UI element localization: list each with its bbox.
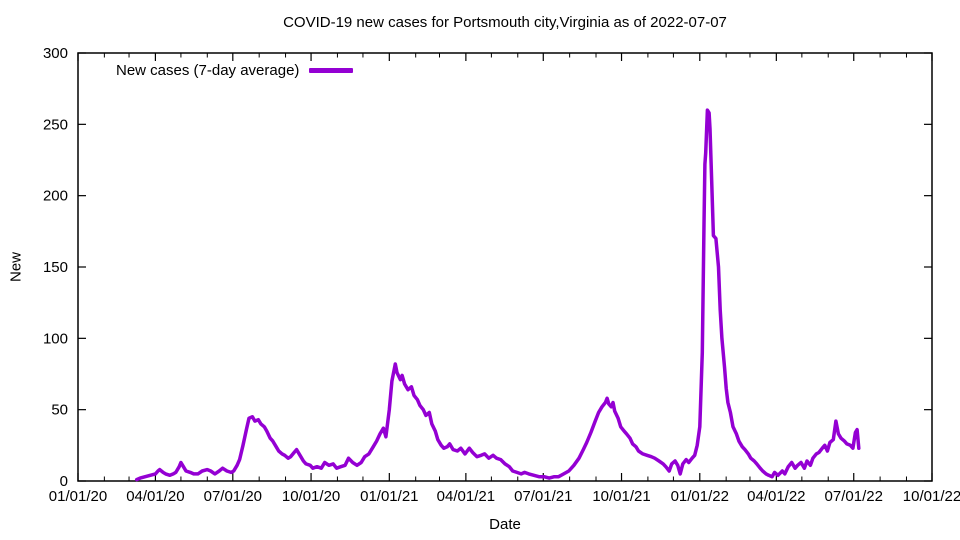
x-tick-label: 01/01/21 xyxy=(360,488,418,505)
legend-label: New cases (7-day average) xyxy=(116,61,300,79)
x-axis-title: Date xyxy=(489,516,521,533)
y-tick-label: 250 xyxy=(43,116,68,133)
legend: New cases (7-day average) xyxy=(116,61,354,79)
x-tick-label: 10/01/21 xyxy=(592,488,650,505)
x-tick-label: 10/01/20 xyxy=(282,488,340,505)
x-tick-label: 10/01/22 xyxy=(903,488,960,505)
x-tick-label: 07/01/21 xyxy=(514,488,572,505)
x-tick-label: 04/01/21 xyxy=(437,488,495,505)
x-tick-label: 01/01/20 xyxy=(49,488,107,505)
chart-title: COVID-19 new cases for Portsmouth city,V… xyxy=(283,14,727,31)
y-tick-label: 150 xyxy=(43,259,68,276)
plot-border xyxy=(77,52,933,482)
x-tick-label: 07/01/20 xyxy=(204,488,262,505)
x-tick-label: 04/01/20 xyxy=(126,488,184,505)
y-tick-label: 50 xyxy=(51,402,68,419)
y-tick-label: 200 xyxy=(43,188,68,205)
y-tick-label: 100 xyxy=(43,330,68,347)
y-tick-label: 0 xyxy=(60,473,68,490)
x-tick-label: 07/01/22 xyxy=(825,488,883,505)
legend-line-swatch-icon xyxy=(309,67,354,73)
y-tick-label: 300 xyxy=(43,45,68,62)
x-tick-label: 04/01/22 xyxy=(747,488,805,505)
x-tick-label: 01/01/22 xyxy=(671,488,729,505)
series-line-new-cases xyxy=(134,108,861,482)
